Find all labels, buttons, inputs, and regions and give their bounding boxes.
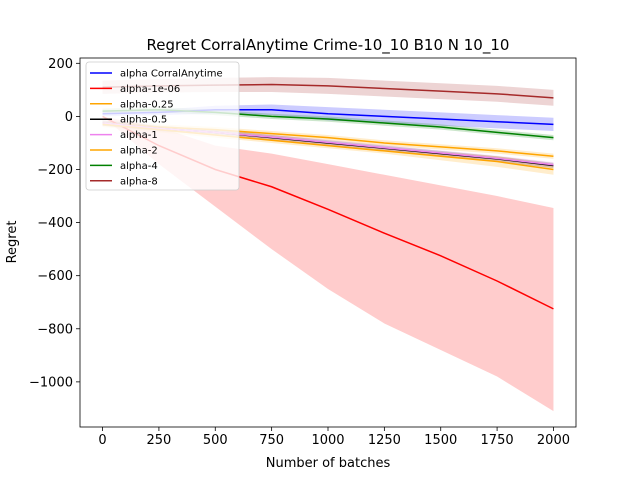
chart-title: Regret CorralAnytime Crime-10_10 B10 N 1…: [147, 36, 510, 55]
x-tick-label: 1000: [311, 433, 344, 448]
x-axis-title: Number of batches: [266, 456, 391, 471]
y-tick-label: 200: [48, 57, 73, 72]
y-axis-ticks: 200 0 −200 −400 −600 −800 −1000: [29, 57, 80, 390]
legend-label: alpha-0.25: [120, 99, 174, 110]
x-tick-label: 500: [203, 433, 228, 448]
y-tick-label: −200: [37, 163, 73, 178]
legend-label: alpha-0.5: [120, 115, 167, 126]
y-tick-label: 0: [65, 110, 73, 125]
legend: alpha CorralAnytime alpha-1e-06 alpha-0.25…: [85, 61, 240, 191]
y-axis-title: Regret: [5, 221, 20, 264]
y-tick-label: −400: [37, 216, 73, 231]
legend-box: [85, 61, 240, 191]
legend-label: alpha-4: [120, 161, 158, 172]
x-tick-label: 750: [259, 433, 284, 448]
x-tick-label: 1500: [424, 433, 457, 448]
legend-label: alpha-2: [120, 146, 158, 157]
legend-label: alpha-8: [120, 176, 158, 187]
x-tick-label: 250: [146, 433, 171, 448]
legend-label: alpha-1e-06: [120, 84, 180, 95]
legend-label: alpha-1: [120, 130, 158, 141]
x-axis-ticks: 0 250 500 750 1000 1250 1500 1750 2000: [98, 427, 570, 448]
y-tick-label: −600: [37, 269, 73, 284]
x-tick-label: 0: [98, 433, 106, 448]
x-tick-label: 1250: [368, 433, 401, 448]
x-tick-label: 1750: [481, 433, 514, 448]
x-tick-label: 2000: [537, 433, 570, 448]
y-tick-label: −800: [37, 322, 73, 337]
y-tick-label: −1000: [29, 375, 73, 390]
legend-label: alpha CorralAnytime: [120, 69, 223, 80]
